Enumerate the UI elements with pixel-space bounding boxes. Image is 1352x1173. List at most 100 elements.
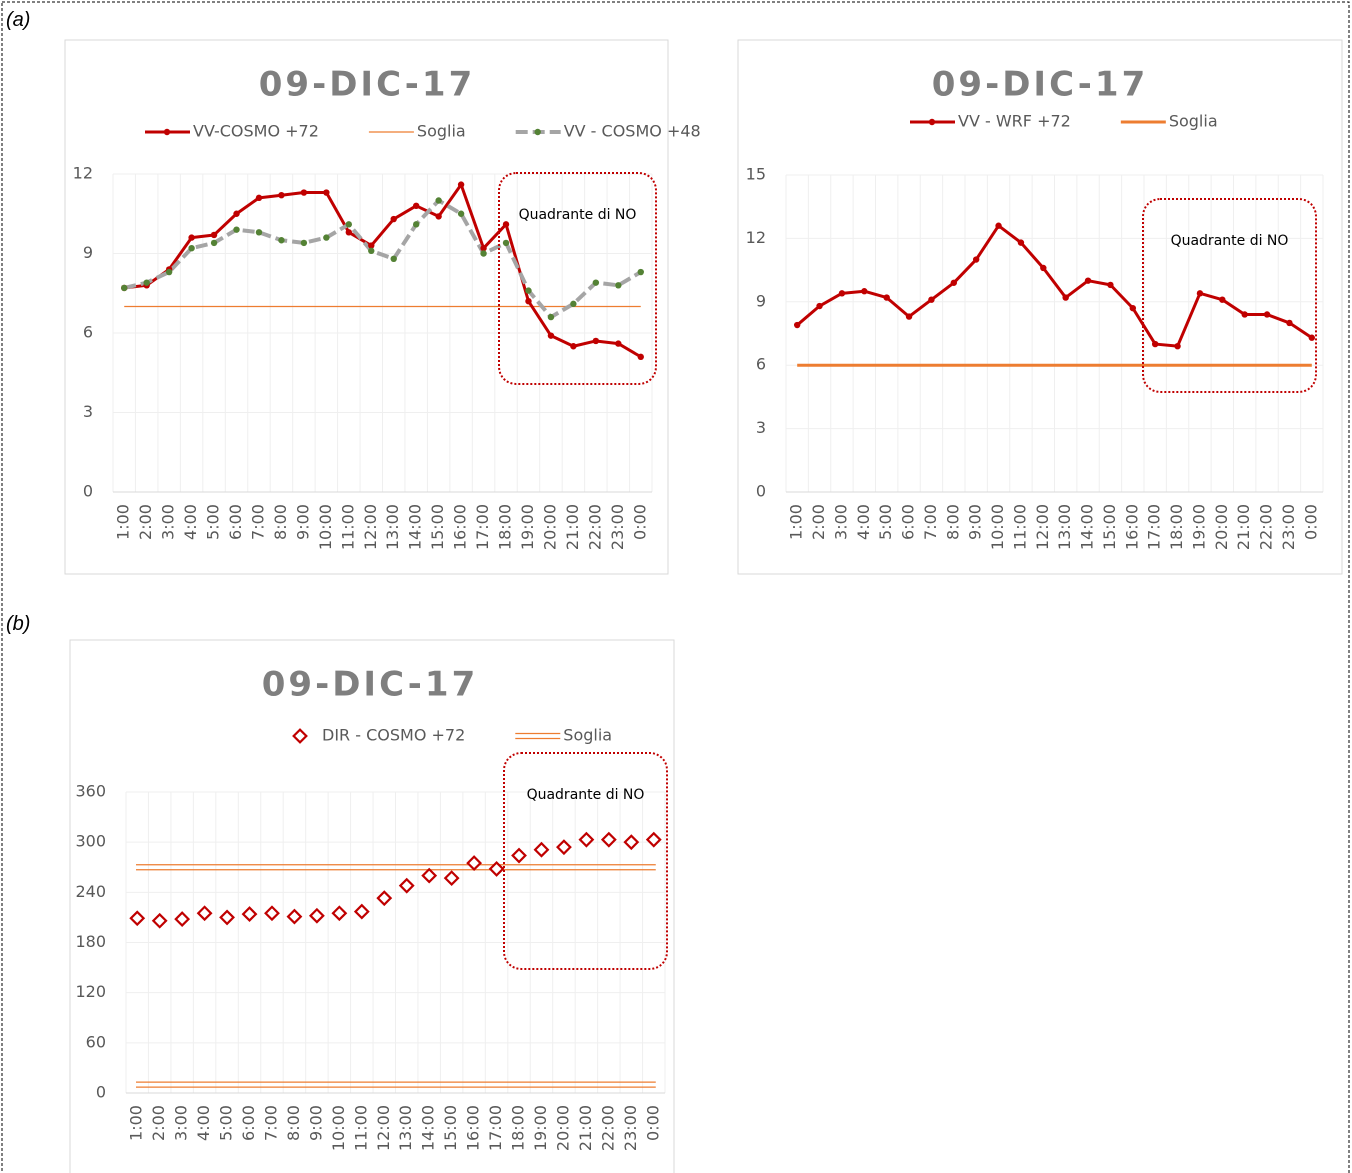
data-point [488,861,505,877]
y-tick-label: 240 [75,882,106,901]
data-point [1219,296,1226,303]
y-tick-label: 9 [83,243,93,262]
data-point [457,210,465,217]
panel-label: (a) [6,9,30,31]
y-tick-label: 6 [83,323,93,342]
data-point [1107,281,1114,289]
data-point [1084,277,1092,284]
x-tick-label: 7:00 [261,1105,280,1141]
data-point [525,298,532,305]
x-tick-label: 3:00 [172,1105,191,1141]
y-tick-label: 6 [756,355,766,374]
data-point [1308,334,1316,341]
x-tick-label: 12:00 [374,1105,393,1151]
x-tick-label: 4:00 [181,504,200,540]
data-point [278,237,285,244]
x-tick-label: 1:00 [114,504,133,540]
x-tick-label: 19:00 [1189,504,1208,550]
data-point [368,242,375,249]
x-tick-label: 17:00 [486,1105,505,1151]
y-tick-label: 0 [96,1083,106,1102]
data-point [398,877,415,894]
x-tick-label: 2:00 [809,504,828,540]
x-tick-label: 15:00 [1100,504,1119,550]
y-tick-label: 0 [756,482,766,501]
x-tick-label: 22:00 [585,504,604,550]
data-point [466,855,483,871]
x-tick-label: 17:00 [473,504,492,550]
x-tick-label: 11:00 [1010,504,1029,550]
y-tick-label: 300 [75,832,106,851]
data-point [376,890,393,907]
data-point [151,912,168,929]
x-tick-label: 10:00 [329,1105,348,1151]
data-point [286,908,303,925]
data-point [883,294,890,301]
chart: 09-DIC-17 0 3 6 9 12 1:00 2:00 3:00 4:00 5:00 6:00 7… [64,39,701,575]
data-point [623,834,640,851]
data-point [390,215,397,223]
y-tick-label: 9 [756,291,766,310]
data-point [615,282,622,289]
x-tick-label: 19:00 [531,1105,550,1151]
panel-label: (b) [6,613,30,635]
x-tick-label: 2:00 [136,504,155,540]
data-point [502,221,510,228]
data-point [457,181,465,188]
chart-title: 09-DIC-17 [262,665,478,705]
x-tick-label: 15:00 [441,1105,460,1151]
data-point [233,210,240,217]
x-tick-label: 5:00 [204,504,223,540]
x-tick-label: 7:00 [921,504,940,540]
x-tick-label: 21:00 [563,504,582,550]
data-point [480,250,487,257]
x-tick-label: 15:00 [428,504,447,550]
data-point [368,247,375,255]
data-point [210,231,218,239]
x-tick-label: 20:00 [553,1105,572,1151]
data-point [323,234,330,241]
legend-label: VV - COSMO +48 [564,122,701,141]
x-tick-label: 18:00 [509,1105,528,1151]
data-point [121,284,128,292]
data-point [525,287,532,294]
y-tick-label: 180 [75,932,106,951]
data-point [353,903,370,920]
x-tick-label: 10:00 [316,504,335,550]
y-tick-label: 3 [756,418,766,437]
chart-title: 09-DIC-17 [259,65,475,105]
x-tick-label: 14:00 [1078,504,1097,550]
data-point [241,906,258,922]
data-point [1241,311,1248,318]
data-point [1062,294,1069,301]
data-point [570,343,577,350]
x-tick-label: 14:00 [419,1105,438,1151]
x-tick-label: 23:00 [621,1105,640,1151]
annotation: Quadrante di NO [1142,198,1317,393]
x-tick-label: 10:00 [988,504,1007,550]
x-tick-label: 22:00 [1257,504,1276,550]
x-tick-label: 22:00 [598,1105,617,1151]
data-point [255,229,263,236]
data-point [1174,342,1181,350]
data-point [637,353,644,361]
x-tick-label: 1:00 [127,1105,146,1141]
data-point [1286,319,1293,327]
data-point [1151,340,1159,348]
series-line [796,224,1313,348]
data-point [972,256,980,263]
chart-frame [737,39,1343,575]
x-tick-label: 8:00 [284,1105,303,1141]
x-tick-label: 17:00 [1145,504,1164,550]
legend-marker [163,128,171,136]
data-point [533,841,550,858]
x-tick-label: 4:00 [194,1105,213,1141]
x-tick-label: 16:00 [464,1105,483,1151]
data-point [323,189,330,196]
data-point [143,279,150,286]
x-tick-label: 8:00 [943,504,962,540]
x-tick-label: 9:00 [966,504,985,540]
data-point [435,197,442,204]
x-tick-label: 14:00 [406,504,425,550]
